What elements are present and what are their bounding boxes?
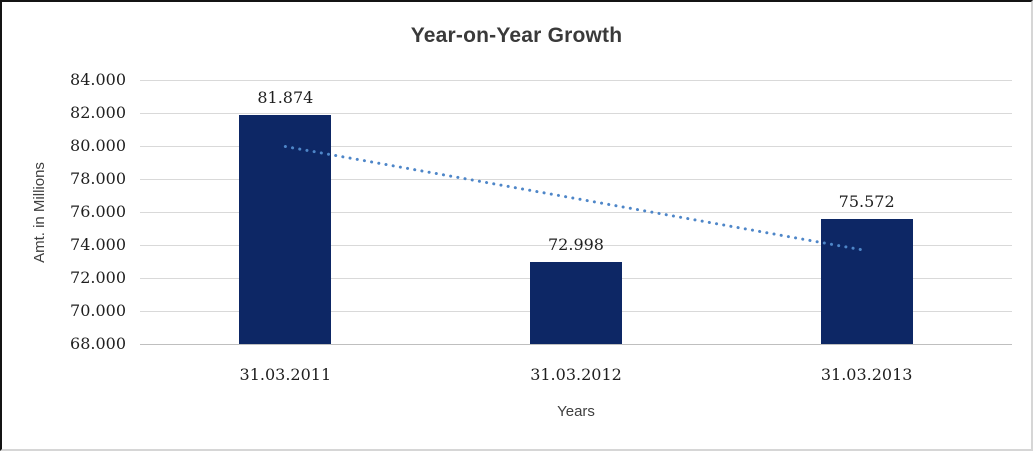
y-tick-label: 76.000 xyxy=(70,202,126,221)
bar xyxy=(239,115,332,344)
gridline xyxy=(140,80,1012,81)
x-axis-line xyxy=(140,344,1012,345)
bar-value-label: 75.572 xyxy=(838,192,895,212)
bar xyxy=(530,261,622,344)
y-tick-label: 70.000 xyxy=(70,301,126,320)
chart-title: Year-on-Year Growth xyxy=(410,24,623,47)
gridline xyxy=(140,113,1012,114)
y-tick-label: 84.000 xyxy=(70,70,126,89)
y-tick-label: 68.000 xyxy=(70,334,126,353)
x-axis-title: Years xyxy=(557,403,595,420)
y-tick-label: 72.000 xyxy=(70,268,126,287)
y-tick-label: 74.000 xyxy=(70,235,126,254)
x-category-label: 31.03.2012 xyxy=(530,365,622,384)
y-tick-label: 80.000 xyxy=(70,136,126,155)
x-category-label: 31.03.2011 xyxy=(239,365,332,384)
bar-value-label: 72.998 xyxy=(548,234,604,254)
x-category-label: 31.03.2013 xyxy=(820,365,913,384)
y-tick-label: 78.000 xyxy=(70,169,126,188)
bar-value-label: 81.874 xyxy=(257,88,314,108)
y-tick-label: 82.000 xyxy=(70,103,126,122)
bar xyxy=(820,219,913,344)
